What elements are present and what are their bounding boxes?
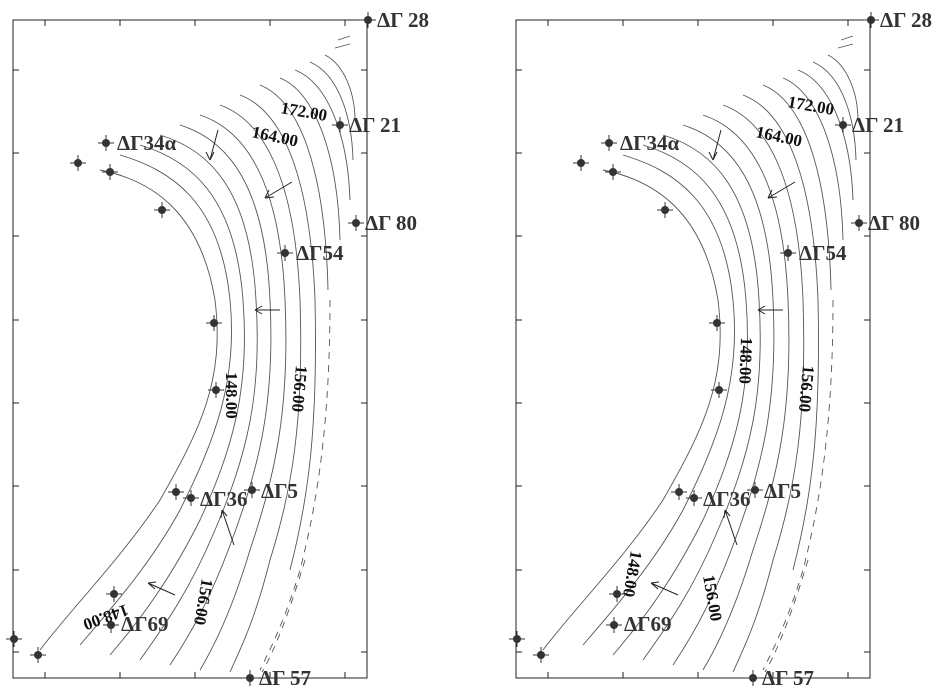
label-dg69: ΔΓ69 (624, 612, 672, 636)
label-dg54: ΔΓ54 (799, 241, 847, 265)
label-dg69: ΔΓ69 (121, 612, 169, 636)
label-dg34a: ΔΓ34α (620, 131, 680, 155)
label-dg57: ΔΓ 57 (762, 666, 814, 689)
contour-label-172: 172.00 (279, 98, 328, 125)
label-dg21: ΔΓ 21 (349, 113, 401, 137)
label-dg28: ΔΓ 28 (880, 8, 932, 32)
contour-label-156b: 156.00 (190, 577, 217, 626)
label-dg5: ΔΓ5 (261, 479, 298, 503)
label-dg80: ΔΓ 80 (868, 211, 920, 235)
contour-label-164: 164.00 (754, 122, 804, 150)
map-right: ΔΓ 28 ΔΓ 21 ΔΓ34α ΔΓ 80 ΔΓ54 ΔΓ5 ΔΓ36 ΔΓ… (508, 8, 932, 689)
map-left: ΔΓ 28 ΔΓ 21 ΔΓ34α ΔΓ 80 ΔΓ54 ΔΓ5 ΔΓ36 ΔΓ… (5, 8, 429, 689)
label-dg34a: ΔΓ34α (117, 131, 177, 155)
label-dg21: ΔΓ 21 (852, 113, 904, 137)
label-dg54: ΔΓ54 (296, 241, 344, 265)
contour-label-156: 156.00 (288, 365, 311, 413)
contour-label-172: 172.00 (786, 92, 835, 119)
contour-label-156b: 156.00 (699, 573, 726, 622)
label-dg36: ΔΓ36 (703, 487, 751, 511)
label-dg80: ΔΓ 80 (365, 211, 417, 235)
contour-label-148: 148.00 (735, 337, 756, 384)
label-dg36: ΔΓ36 (200, 487, 248, 511)
contour-label-148: 148.00 (222, 372, 241, 419)
contour-label-156: 156.00 (795, 365, 818, 413)
label-dg57: ΔΓ 57 (259, 666, 311, 689)
contour-label-148b: 148.00 (619, 549, 646, 598)
contour-label-164: 164.00 (250, 122, 300, 150)
label-dg5: ΔΓ5 (764, 479, 801, 503)
label-dg28: ΔΓ 28 (377, 8, 429, 32)
